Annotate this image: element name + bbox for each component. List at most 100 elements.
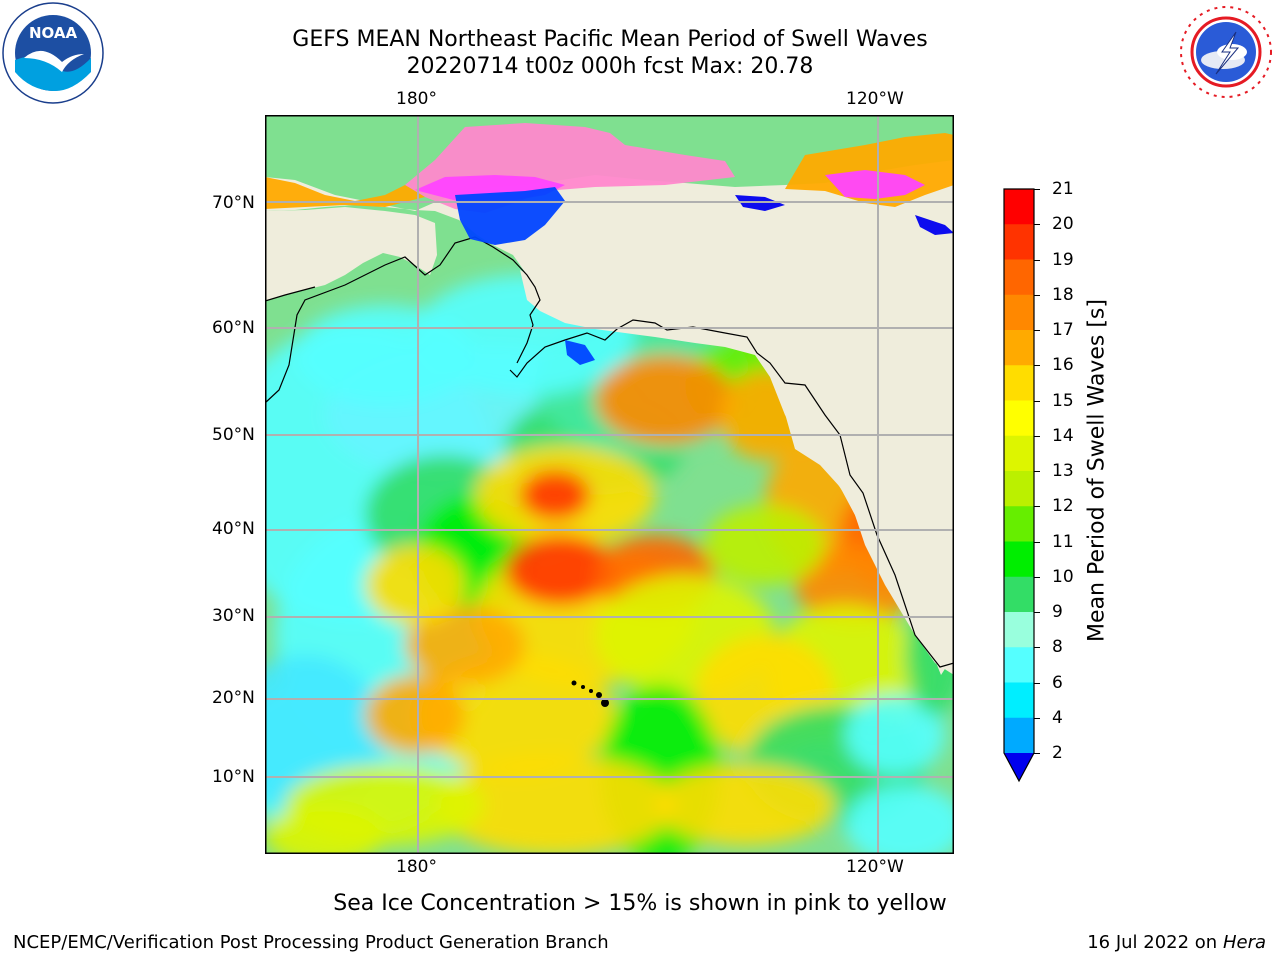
colorbar-segment [1004,612,1034,648]
colorbar-tick-label: 9 [1052,602,1063,622]
colorbar-tick-mark [1034,717,1040,719]
lat-label-10n: 10°N [212,767,255,787]
colorbar-tick-mark [1034,612,1040,613]
colorbar-segment [1004,189,1034,225]
field-patch [505,535,615,605]
footer-date-text: 16 Jul 2022 on [1087,932,1223,953]
lon-label-bottom-120w: 120°W [846,857,904,877]
colorbar-tick-mark [1034,224,1040,226]
field-patch [295,305,475,405]
lat-label-20n: 20°N [212,688,255,708]
colorbar-segment [1004,294,1034,331]
colorbar-tick-mark [1034,330,1040,331]
colorbar-outline [1003,188,1035,783]
sea-ice-patch [915,215,954,235]
lat-label-50n: 50°N [212,425,255,445]
lat-label-70n: 70°N [212,193,255,213]
colorbar-tick-mark [1034,541,1040,543]
colorbar-segment [1004,541,1034,578]
colorbar-tick-mark [1034,506,1040,508]
colorbar-tick-mark [1034,753,1040,754]
colorbar-tick-mark [1034,189,1040,190]
colorbar-tick-label: 6 [1052,672,1063,693]
coastline [509,319,954,668]
colorbar-segment [1004,365,1034,401]
colorbar-tick-mark [1034,647,1040,649]
colorbar-segment [1004,647,1034,683]
map-panel [265,115,954,854]
lon-label-top-180: 180° [396,89,437,109]
coastline [265,286,316,302]
colorbar-label: Mean Period of Swell Waves [s] [1084,299,1110,642]
colorbar-tick-label: 12 [1052,496,1074,517]
coastline [265,236,541,404]
colorbar-tick-label: 11 [1052,531,1074,552]
land-region [265,160,954,854]
chart-title: GEFS MEAN Northeast Pacific Mean Period … [292,27,928,52]
colorbar [1000,186,1040,786]
field-patch [435,755,675,854]
colorbar-tick-label: 16 [1052,355,1074,376]
field-patch [365,675,465,755]
swell-period-map [265,115,954,854]
field-patch [365,545,465,625]
footer-date: 16 Jul 2022 on Hera [1087,932,1266,953]
colorbar-tick-mark [1034,259,1040,261]
colorbar-tick-mark [1034,576,1040,578]
colorbar-tick-label: 15 [1052,390,1074,411]
colorbar-segment [1004,259,1034,296]
chart-subtitle: 20220714 t00z 000h fcst Max: 20.78 [406,54,814,79]
field-patch [595,355,735,445]
svg-text:NOAA: NOAA [29,24,78,42]
sea-ice-patch [565,340,595,365]
lat-label-40n: 40°N [212,519,255,539]
island [581,685,585,689]
graticule [265,115,954,854]
colorbar-tick-label: 18 [1052,284,1074,305]
field-patch [845,785,954,854]
colorbar-segment [1004,400,1034,437]
field-patch [265,805,385,854]
colorbar-tick-mark [1034,435,1040,437]
colorbar-segment [1004,682,1034,719]
field-patch [705,505,825,585]
field-patch [845,695,945,775]
lon-label-top-120w: 120°W [846,89,904,109]
island [596,692,602,698]
nws-logo-icon [1176,2,1276,102]
colorbar-extend-arrow [1004,753,1034,781]
colorbar-tick-label: 17 [1052,320,1074,340]
colorbar-tick-mark [1034,294,1040,296]
sea-ice-patch [825,170,925,199]
land-region [265,207,437,301]
lon-label-bottom-180: 180° [396,857,437,877]
colorbar-tick-label: 10 [1052,566,1074,587]
swell-period-field [265,275,954,854]
field-patch [655,765,835,845]
lat-label-60n: 60°N [212,318,255,338]
field-patch [520,470,590,520]
sea-ice-caption: Sea Ice Concentration > 15% is shown in … [333,891,947,916]
colorbar-tick-label: 20 [1052,214,1074,235]
colorbar-tick-mark [1034,400,1040,402]
land-region [520,270,954,675]
map-frame [265,115,954,854]
colorbar-tick-mark [1034,365,1040,367]
colorbar-tick-label: 14 [1052,425,1074,446]
island [601,699,609,707]
colorbar-tick-label: 4 [1052,707,1063,728]
colorbar-segment [1004,717,1034,754]
colorbar-tick-label: 13 [1052,461,1074,481]
land-mass [265,160,954,854]
field-patch [405,605,525,685]
colorbar-tick-mark [1034,682,1040,684]
colorbar-tick-mark [1034,471,1040,472]
noaa-logo-icon: NOAA [2,2,104,104]
colorbar-tick-label: 8 [1052,637,1063,658]
colorbar-segment [1004,330,1034,366]
lat-label-30n: 30°N [212,606,255,626]
colorbar-segment [1004,576,1034,613]
colorbar-segment [1004,471,1034,507]
footer-credit: NCEP/EMC/Verification Post Processing Pr… [13,932,609,953]
colorbar-segment [1004,506,1034,542]
